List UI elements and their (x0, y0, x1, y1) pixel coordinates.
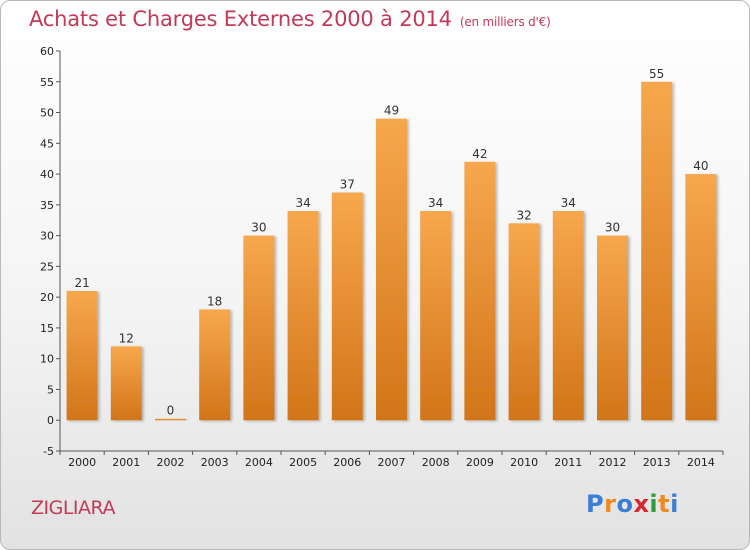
bar (155, 418, 186, 421)
proxiti-logo: Proxiti (586, 490, 679, 518)
y-tick-label: -5 (43, 445, 54, 458)
data-label: 30 (605, 221, 620, 235)
data-label: 42 (472, 147, 487, 161)
logo-letter: i (649, 490, 659, 518)
x-tick-label: 2013 (643, 456, 671, 469)
unit-note: (en milliers d'€) (459, 15, 551, 29)
data-label: 0 (167, 404, 175, 418)
data-label: 37 (340, 178, 355, 192)
y-tick-label: 20 (40, 291, 54, 304)
y-tick-label: 60 (40, 45, 54, 58)
x-tick-label: 2005 (289, 456, 317, 469)
data-label: 32 (516, 208, 531, 222)
logo-letter: x (633, 490, 650, 518)
logo-letter: o (616, 490, 634, 518)
chart-title: Achats et Charges Externes 2000 à 2014 (e… (29, 7, 551, 31)
y-tick-label: 40 (40, 168, 54, 181)
x-tick-label: 2000 (68, 456, 96, 469)
y-tick-label: 10 (40, 353, 54, 366)
bar (199, 309, 231, 421)
bar (110, 346, 142, 421)
logo-letter: t (658, 490, 671, 518)
bar (331, 192, 363, 421)
bar (508, 223, 540, 421)
x-tick-label: 2007 (378, 456, 406, 469)
y-tick-label: 45 (40, 137, 54, 150)
bar (376, 118, 407, 421)
commune-name: ZIGLIARA (31, 497, 115, 519)
chart-title-text: Achats et Charges Externes 2000 à 2014 (29, 7, 452, 31)
data-label: 30 (251, 221, 266, 235)
data-label: 49 (384, 104, 399, 118)
x-tick-label: 2002 (157, 456, 185, 469)
x-tick-label: 2006 (333, 456, 361, 469)
y-tick-label: 0 (47, 414, 54, 427)
y-tick-label: 15 (40, 322, 54, 335)
bar (243, 235, 275, 421)
x-tick-label: 2003 (201, 456, 229, 469)
bar (287, 211, 319, 421)
data-label: 34 (428, 196, 443, 210)
data-label: 12 (119, 331, 134, 345)
data-label: 55 (649, 67, 664, 81)
logo-letter: i (670, 490, 679, 518)
x-tick-label: 2012 (599, 456, 627, 469)
y-tick-label: 55 (40, 76, 54, 89)
y-tick-label: 5 (47, 383, 54, 396)
y-tick-label: 35 (40, 199, 54, 212)
bar (464, 161, 496, 421)
bar (597, 235, 628, 421)
logo-letter: P (586, 490, 605, 518)
bar (66, 291, 98, 421)
data-label: 34 (295, 196, 310, 210)
data-label: 21 (74, 276, 89, 290)
bar (685, 174, 717, 421)
data-label: 34 (561, 196, 576, 210)
data-label: 40 (693, 159, 708, 173)
bar (552, 211, 584, 421)
data-label: 18 (207, 294, 222, 308)
bar (420, 211, 452, 421)
logo-letter: r (604, 490, 617, 518)
bar (641, 81, 673, 421)
y-tick-label: 50 (40, 107, 54, 120)
x-tick-label: 2009 (466, 456, 494, 469)
y-tick-label: 25 (40, 260, 54, 273)
x-tick-label: 2001 (112, 456, 140, 469)
x-tick-label: 2004 (245, 456, 273, 469)
x-tick-label: 2011 (554, 456, 582, 469)
y-tick-label: 30 (40, 230, 54, 243)
x-tick-label: 2010 (510, 456, 538, 469)
x-tick-label: 2008 (422, 456, 450, 469)
x-tick-label: 2014 (687, 456, 715, 469)
